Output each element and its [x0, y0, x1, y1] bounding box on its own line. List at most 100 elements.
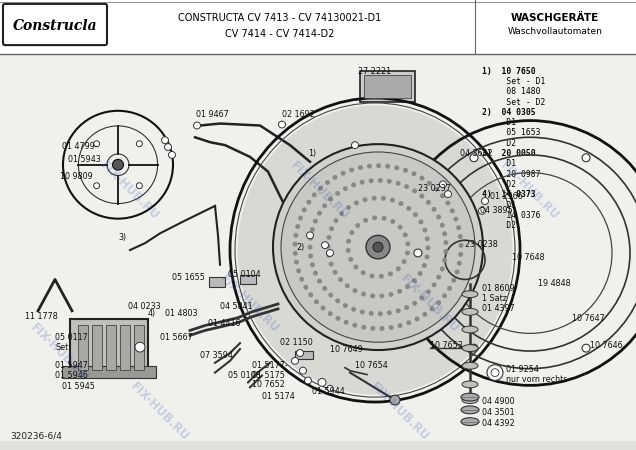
Circle shape: [405, 284, 410, 289]
Ellipse shape: [237, 105, 513, 395]
Circle shape: [346, 239, 351, 244]
Circle shape: [380, 326, 385, 331]
Circle shape: [401, 259, 406, 264]
Circle shape: [366, 235, 390, 259]
Circle shape: [370, 326, 375, 331]
Circle shape: [372, 216, 377, 220]
Circle shape: [396, 181, 401, 186]
Circle shape: [385, 164, 391, 169]
Circle shape: [398, 323, 403, 328]
Text: 04 5841: 04 5841: [220, 302, 252, 311]
Text: 02 1150: 02 1150: [280, 338, 313, 347]
Circle shape: [363, 218, 368, 223]
FancyBboxPatch shape: [3, 4, 107, 45]
Text: D1: D1: [482, 201, 516, 210]
Circle shape: [291, 357, 298, 364]
Circle shape: [339, 211, 344, 216]
Bar: [106, 324, 116, 369]
Circle shape: [328, 197, 333, 202]
Circle shape: [343, 186, 348, 191]
Circle shape: [310, 262, 315, 267]
Text: 10 7646: 10 7646: [590, 341, 623, 350]
Circle shape: [343, 320, 349, 325]
Ellipse shape: [462, 396, 478, 404]
Circle shape: [582, 344, 590, 352]
Text: FIX-HUB.RU: FIX-HUB.RU: [398, 272, 462, 336]
Circle shape: [452, 278, 456, 283]
Text: 2)  04 0305: 2) 04 0305: [482, 108, 536, 117]
Circle shape: [318, 186, 323, 191]
Text: 23 0237: 23 0237: [418, 184, 451, 194]
Text: 01 5944: 01 5944: [312, 387, 345, 396]
Circle shape: [322, 203, 327, 208]
Circle shape: [329, 226, 334, 231]
Text: 01 9254: 01 9254: [506, 365, 539, 374]
Circle shape: [378, 178, 383, 183]
Circle shape: [333, 218, 338, 223]
Ellipse shape: [462, 381, 478, 388]
Circle shape: [361, 270, 366, 275]
Bar: [364, 75, 411, 98]
Circle shape: [317, 211, 322, 216]
Text: 01 5943: 01 5943: [68, 155, 100, 164]
Text: FIX-HUB.RU: FIX-HUB.RU: [498, 159, 562, 223]
Circle shape: [487, 365, 503, 380]
Circle shape: [418, 271, 422, 276]
Circle shape: [439, 223, 445, 228]
Text: FIX-HUB.RU: FIX-HUB.RU: [128, 380, 192, 444]
Circle shape: [369, 178, 374, 183]
Circle shape: [424, 254, 429, 259]
Circle shape: [389, 325, 394, 330]
Circle shape: [422, 312, 427, 317]
Text: 04 3642: 04 3642: [460, 149, 493, 158]
Circle shape: [425, 236, 430, 241]
Circle shape: [396, 266, 401, 271]
Text: 01 5177-: 01 5177-: [252, 361, 287, 370]
Text: 27 2221: 27 2221: [358, 67, 391, 76]
Circle shape: [354, 200, 359, 205]
Text: D1: D1: [482, 118, 516, 127]
Circle shape: [411, 171, 417, 176]
Text: 01 5945: 01 5945: [62, 382, 95, 392]
Circle shape: [351, 182, 356, 187]
Circle shape: [335, 191, 340, 196]
Circle shape: [293, 233, 298, 238]
Circle shape: [456, 225, 461, 230]
Ellipse shape: [462, 362, 478, 369]
Circle shape: [387, 310, 392, 315]
Text: nur vorn rechts: nur vorn rechts: [506, 374, 567, 383]
Circle shape: [470, 344, 478, 352]
Text: Set: Set: [55, 343, 68, 352]
Text: 11 1778: 11 1778: [25, 312, 58, 321]
Text: 05 0104: 05 0104: [228, 270, 261, 279]
Circle shape: [387, 179, 392, 184]
Text: 10 7648: 10 7648: [512, 253, 544, 262]
Circle shape: [317, 279, 322, 284]
Circle shape: [398, 225, 403, 230]
Text: 07 3594: 07 3594: [200, 351, 233, 360]
Circle shape: [314, 299, 319, 304]
Circle shape: [333, 175, 338, 180]
Circle shape: [436, 274, 441, 279]
Circle shape: [432, 282, 436, 287]
Circle shape: [419, 296, 424, 301]
Circle shape: [403, 232, 408, 237]
Text: 320236-6/4: 320236-6/4: [10, 432, 62, 441]
Circle shape: [459, 243, 464, 248]
Circle shape: [443, 249, 448, 254]
Circle shape: [478, 207, 485, 214]
Text: D2: D2: [482, 221, 516, 230]
Circle shape: [442, 293, 447, 298]
Circle shape: [399, 201, 403, 206]
Circle shape: [426, 289, 431, 294]
Circle shape: [406, 206, 411, 211]
Circle shape: [349, 167, 354, 172]
Circle shape: [356, 223, 360, 228]
Circle shape: [582, 154, 590, 162]
Bar: [240, 274, 256, 284]
Text: 01 4803: 01 4803: [165, 309, 198, 318]
Circle shape: [321, 306, 326, 310]
Circle shape: [328, 292, 333, 297]
Text: 04 3501: 04 3501: [482, 408, 515, 417]
Text: 04 4900: 04 4900: [482, 397, 515, 406]
